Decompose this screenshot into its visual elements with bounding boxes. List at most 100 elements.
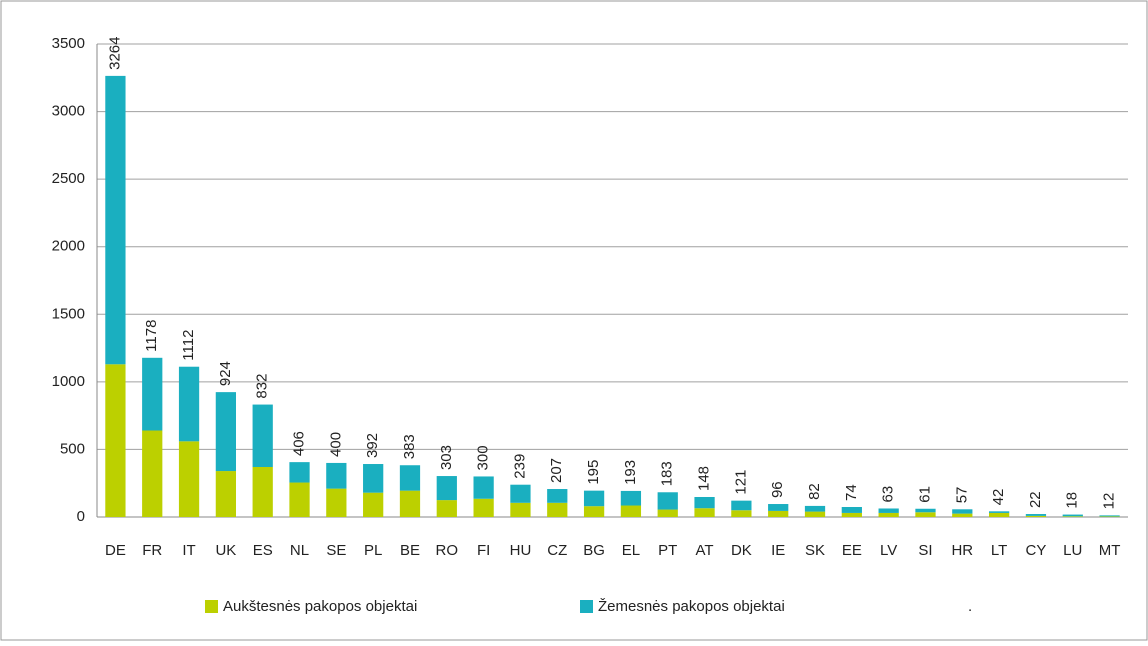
bar-segment	[620, 505, 642, 517]
data-label: 22	[1027, 491, 1044, 508]
y-tick-label: 2000	[52, 238, 85, 255]
legend-label: Žemesnės pakopos objektai	[598, 598, 785, 615]
bar-segment	[841, 506, 862, 513]
x-tick-label: MT	[1099, 542, 1121, 559]
data-label: 12	[1101, 493, 1118, 510]
bar-segment	[1025, 514, 1047, 516]
y-tick-label: 500	[60, 440, 85, 457]
x-tick-label: AT	[696, 542, 714, 559]
x-tick-label: DK	[731, 542, 752, 559]
bar-segment	[657, 509, 678, 517]
data-label: 924	[217, 361, 234, 386]
data-label: 42	[990, 489, 1007, 506]
legend-swatch	[580, 600, 593, 613]
bar-segment	[326, 488, 347, 517]
data-label: 121	[732, 470, 749, 495]
data-label: 239	[511, 454, 528, 479]
bar-segment	[583, 506, 605, 517]
bar-segment	[142, 430, 163, 517]
x-tick-label: SE	[326, 542, 346, 559]
bar-segment	[1025, 515, 1047, 517]
bar-segment	[289, 482, 310, 517]
bar-segment	[399, 465, 421, 491]
bar-segment	[1062, 514, 1083, 517]
x-tick-label: LT	[991, 542, 1007, 559]
bar-segment	[583, 490, 605, 507]
x-tick-label: IT	[182, 542, 195, 559]
bar-segment	[694, 508, 715, 517]
bar-segment	[547, 489, 568, 503]
x-tick-label: EE	[842, 542, 862, 559]
data-label: 148	[696, 466, 713, 491]
data-label: 3264	[106, 37, 123, 70]
x-tick-label: PL	[364, 542, 382, 559]
bar-segment	[326, 462, 347, 489]
bar-segment	[547, 502, 568, 517]
bar-segment	[804, 511, 826, 517]
legend-label: Aukštesnės pakopos objektai	[223, 598, 417, 615]
bar-segment	[436, 476, 457, 501]
bar-segment	[1062, 516, 1083, 517]
data-label: 63	[880, 486, 897, 503]
data-label: 82	[806, 483, 823, 500]
data-label: 1112	[180, 330, 197, 361]
data-label: 1178	[143, 320, 160, 352]
bar-segment	[252, 404, 273, 467]
y-tick-label: 1500	[52, 305, 85, 322]
y-tick-label: 0	[77, 508, 85, 525]
bar-segment	[620, 490, 642, 506]
data-label: 18	[1064, 492, 1081, 509]
bar-segment	[694, 496, 715, 509]
data-label: 193	[622, 460, 639, 485]
x-tick-label: FI	[477, 542, 490, 559]
data-label: 383	[401, 434, 418, 459]
bar-segment	[878, 508, 899, 513]
bar-segment	[510, 484, 531, 503]
data-label: 57	[953, 487, 970, 504]
bar-segment	[657, 492, 678, 510]
bar-segment	[363, 492, 384, 517]
x-tick-label: BG	[583, 542, 605, 559]
x-tick-label: UK	[215, 542, 236, 559]
bar-segment	[952, 509, 973, 514]
data-label: 207	[548, 458, 565, 483]
data-label: 183	[659, 461, 676, 486]
bar-segment	[215, 392, 237, 472]
data-label: 400	[327, 432, 344, 457]
x-tick-label: FR	[142, 542, 162, 559]
x-tick-label: LU	[1063, 542, 1082, 559]
bar-segment	[105, 75, 126, 365]
data-label: 61	[916, 486, 933, 503]
bar-segment	[804, 505, 826, 512]
x-tick-label: IE	[771, 542, 785, 559]
legend-note: .	[968, 598, 972, 615]
bar-segment	[1099, 516, 1120, 517]
x-tick-label: CY	[1026, 542, 1047, 559]
x-tick-label: HU	[510, 542, 532, 559]
bar-segment	[215, 471, 237, 517]
data-label: 74	[843, 484, 860, 501]
data-label: 300	[475, 445, 492, 470]
bar-segment	[988, 512, 1010, 517]
y-tick-label: 3500	[52, 35, 85, 52]
bar-segment	[363, 464, 384, 493]
x-tick-label: SI	[918, 542, 932, 559]
bar-segment	[178, 441, 200, 517]
bar-segment	[915, 508, 936, 513]
y-tick-label: 3000	[52, 103, 85, 120]
bar-segment	[988, 511, 1010, 513]
bar-segment	[473, 476, 494, 499]
x-tick-label: HR	[951, 542, 973, 559]
bar-segment	[510, 502, 531, 517]
x-tick-label: ES	[253, 542, 273, 559]
data-label: 832	[254, 374, 271, 399]
x-tick-label: PT	[658, 542, 677, 559]
x-tick-label: NL	[290, 542, 309, 559]
bar-segment	[178, 366, 200, 442]
bar-segment	[768, 504, 789, 511]
bar-segment	[878, 512, 899, 517]
bar-segment	[142, 357, 163, 431]
bar-segment	[252, 466, 273, 517]
